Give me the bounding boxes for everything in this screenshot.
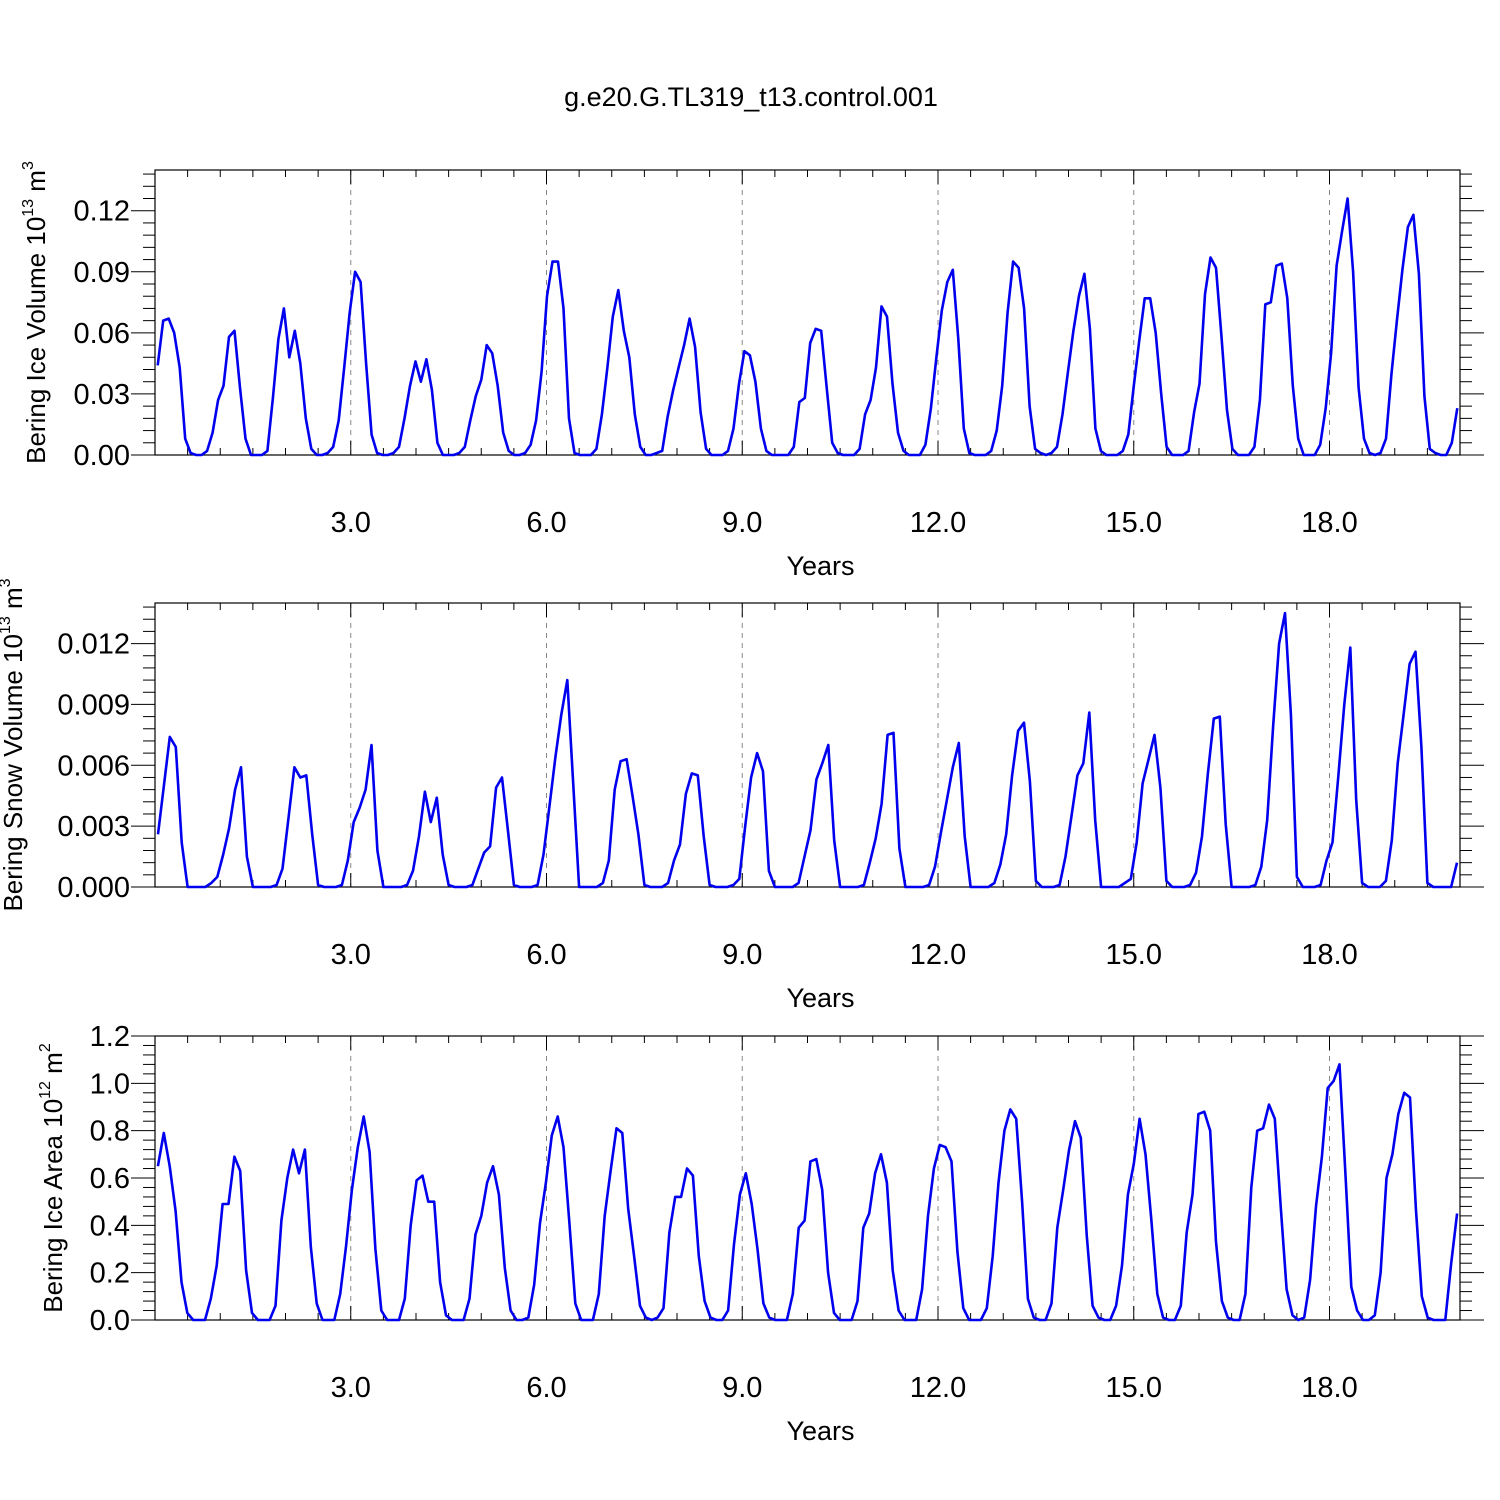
chart0-ylabel-unit-exp: 3 <box>20 161 37 170</box>
chart0-ytick-label-3: 0.09 <box>74 257 130 289</box>
chart1-xtick-label-2: 9.0 <box>722 939 762 971</box>
chart1-xtick-label-4: 15.0 <box>1106 939 1162 971</box>
chart2-ylabel-exp: 12 <box>37 1081 54 1099</box>
chart0-ytick-label-0: 0.00 <box>74 440 130 472</box>
chart1-xtick-label-1: 6.0 <box>526 939 566 971</box>
chart2-xtick-label-4: 15.0 <box>1106 1372 1162 1404</box>
chart2-ytick-label-0: 0.0 <box>90 1305 130 1337</box>
chart0-ytick-label-4: 0.12 <box>74 196 130 228</box>
chart2-xlabel: Years <box>786 1416 854 1446</box>
panel-ice-area: 3.0 6.0 9.0 12.0 15.0 18.0 0.0 0.2 0.4 0.6 0.8 1.0 1… <box>37 1021 1484 1446</box>
chart0-xtick-label-5: 18.0 <box>1301 507 1357 539</box>
chart1-xtick-label-5: 18.0 <box>1301 939 1357 971</box>
chart1-xtick-label-0: 3.0 <box>331 939 371 971</box>
chart1-xlabel: Years <box>786 983 854 1013</box>
chart0-ytick-label-1: 0.03 <box>74 379 130 411</box>
chart1-ylabel-base: Bering Snow Volume 10 <box>0 634 28 912</box>
chart2-ylabel-unit-exp: 2 <box>37 1043 54 1052</box>
chart1-ytick-label-2: 0.006 <box>57 750 130 782</box>
panel-snow-volume: 3.0 6.0 9.0 12.0 15.0 18.0 0.000 0.003 0.006 0.00… <box>0 578 1484 1013</box>
chart1-ylabel: Bering Snow Volume 1013 m3 <box>0 578 28 911</box>
chart2-ytick-label-1: 0.2 <box>90 1258 130 1290</box>
chart2-ylabel-unit: m <box>38 1052 68 1081</box>
chart2-xtick-label-1: 6.0 <box>526 1372 566 1404</box>
chart0-ylabel-base: Bering Ice Volume 10 <box>21 217 51 464</box>
chart0-xlabel: Years <box>786 551 854 581</box>
chart1-ylabel-unit-exp: 3 <box>0 578 14 587</box>
chart0-xtick-label-4: 15.0 <box>1106 507 1162 539</box>
chart0-ytick-label-2: 0.06 <box>74 318 130 350</box>
chart1-ytick-label-3: 0.009 <box>57 689 130 721</box>
chart1-series-line <box>156 611 1459 889</box>
chart2-xtick-label-5: 18.0 <box>1301 1372 1357 1404</box>
chart0-ylabel-unit: m <box>21 170 51 199</box>
chart2-xtick-label-0: 3.0 <box>331 1372 371 1404</box>
chart0-xtick-label-0: 3.0 <box>331 507 371 539</box>
chart1-ytick-label-0: 0.000 <box>57 872 130 904</box>
chart2-ytick-label-4: 0.8 <box>90 1116 130 1148</box>
panel-ice-volume: 3.0 6.0 9.0 12.0 15.0 18.0 0.00 0.03 0.06 0.09 0.1… <box>20 161 1484 581</box>
chart0-ylabel: Bering Ice Volume 1013 m3 <box>20 161 51 464</box>
chart0-xtick-label-3: 12.0 <box>910 507 966 539</box>
chart2-ylabel: Bering Ice Area 1012 m2 <box>37 1043 68 1313</box>
chart2-ytick-label-5: 1.0 <box>90 1068 130 1100</box>
chart0-xtick-label-2: 9.0 <box>722 507 762 539</box>
chart0-ylabel-exp: 13 <box>20 199 37 217</box>
chart2-ytick-label-6: 1.2 <box>90 1021 130 1053</box>
chart2-ylabel-base: Bering Ice Area 10 <box>38 1099 68 1313</box>
chart0-xtick-label-1: 6.0 <box>526 507 566 539</box>
chart0-series-line <box>156 197 1459 457</box>
chart2-xtick-label-2: 9.0 <box>722 1372 762 1404</box>
chart1-ytick-label-4: 0.012 <box>57 629 130 661</box>
chart1-ytick-label-1: 0.003 <box>57 811 130 843</box>
chart2-ytick-label-2: 0.4 <box>90 1210 130 1242</box>
chart1-ylabel-exp: 13 <box>0 616 14 634</box>
chart2-series-line <box>156 1063 1459 1322</box>
chart2-ytick-label-3: 0.6 <box>90 1163 130 1195</box>
chart1-xtick-label-3: 12.0 <box>910 939 966 971</box>
chart1-ylabel-unit: m <box>0 587 28 616</box>
chart2-xtick-label-3: 12.0 <box>910 1372 966 1404</box>
figure-title: g.e20.G.TL319_t13.control.001 <box>564 82 938 112</box>
